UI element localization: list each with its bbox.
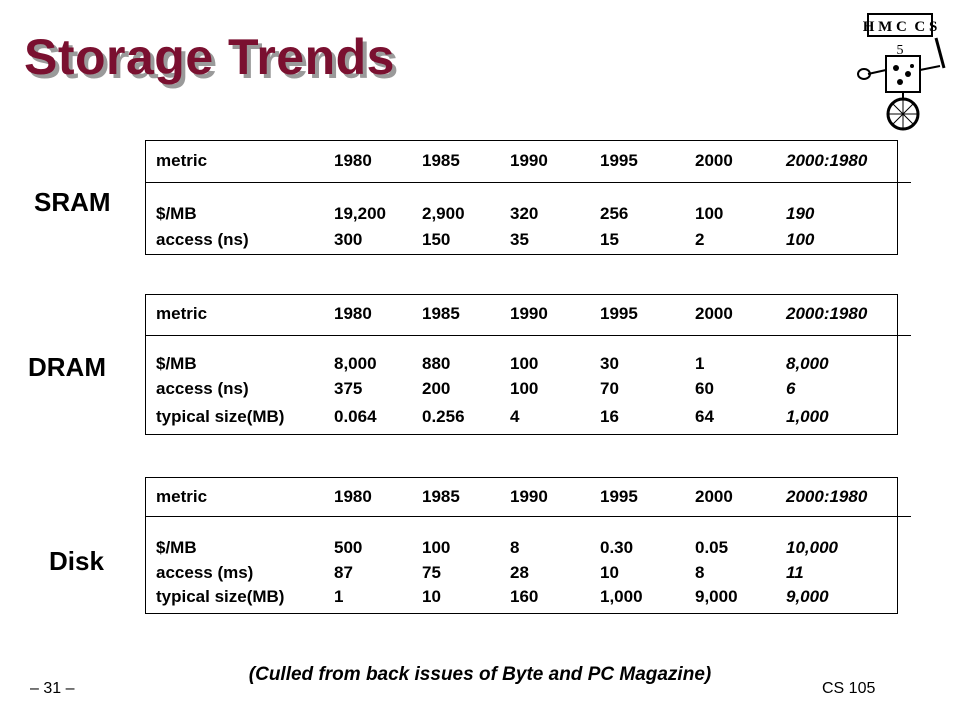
table-cell: 10: [422, 587, 441, 606]
table-cell: 100: [510, 379, 539, 398]
table-cell: 60: [695, 379, 714, 398]
table-cell: 15: [600, 230, 619, 249]
header-cell: 1990: [510, 151, 548, 170]
table-cell: 8,000: [786, 354, 829, 373]
disk-label: Disk: [49, 546, 104, 576]
table-cell: access (ns): [156, 379, 249, 398]
table-cell: 87: [334, 563, 353, 582]
sram-label: SRAM: [34, 187, 111, 217]
header-cell: 2000:1980: [786, 304, 868, 323]
slide-title: Storage Trends: [24, 29, 395, 85]
table-cell: 9,000: [786, 587, 829, 606]
table-cell: 500: [334, 538, 363, 557]
table-cell: typical size(MB): [156, 407, 285, 426]
table-cell: 1: [695, 354, 705, 373]
table-cell: 0.05: [695, 538, 729, 557]
source-caption: (Culled from back issues of Byte and PC …: [248, 664, 712, 685]
table-cell: 30: [600, 354, 619, 373]
table-cell: 2,900: [422, 204, 465, 223]
header-divider: [146, 516, 911, 517]
table-cell: 8: [695, 563, 705, 582]
table-cell: 10,000: [786, 538, 838, 557]
table-cell: access (ms): [156, 563, 254, 582]
table-cell: 10: [600, 563, 619, 582]
table-cell: 6: [786, 379, 796, 398]
table-cell: 0.30: [600, 538, 634, 557]
header-cell: 1980: [334, 487, 372, 506]
table-cell: 70: [600, 379, 619, 398]
table-cell: 16: [600, 407, 619, 426]
table-cell: access (ns): [156, 230, 249, 249]
header-cell: metric: [156, 304, 208, 323]
header-cell: 1985: [422, 487, 460, 506]
table-cell: 100: [422, 538, 451, 557]
header-cell: 1990: [510, 487, 548, 506]
table-cell: 190: [786, 204, 815, 223]
table-cell: 0.064: [334, 407, 377, 426]
table-cell: 19,200: [334, 204, 386, 223]
table-cell: 8: [510, 538, 520, 557]
disk-table: metric 1980 1985 1990 1995 2000 2000:198…: [145, 477, 911, 614]
table-cell: 880: [422, 354, 451, 373]
table-cell: 1,000: [600, 587, 643, 606]
table-cell: 150: [422, 230, 451, 249]
svg-text:5: 5: [897, 43, 904, 58]
header-cell: 1985: [422, 304, 460, 323]
table-cell: 28: [510, 563, 529, 582]
header-cell: 1980: [334, 151, 372, 170]
header-cell: 1995: [600, 151, 638, 170]
header-divider: [146, 182, 911, 183]
header-cell: 1990: [510, 304, 548, 323]
header-cell: metric: [156, 487, 208, 506]
header-cell: 2000: [695, 304, 733, 323]
table-cell: 100: [695, 204, 724, 223]
header-cell: 2000: [695, 151, 733, 170]
svg-text:H M C C S: H M C C S: [863, 19, 938, 35]
header-cell: 1995: [600, 487, 638, 506]
table-cell: 375: [334, 379, 363, 398]
table-cell: 320: [510, 204, 539, 223]
header-divider: [146, 335, 911, 336]
table-cell: 1: [334, 587, 344, 606]
table-cell: 64: [695, 407, 714, 426]
table-cell: 160: [510, 587, 539, 606]
header-cell: 1980: [334, 304, 372, 323]
table-cell: 9,000: [695, 587, 738, 606]
dram-table: metric 1980 1985 1990 1995 2000 2000:198…: [145, 294, 911, 435]
sram-table: metric 1980 1985 1990 1995 2000 2000:198…: [145, 140, 911, 255]
header-cell: 2000:1980: [786, 151, 868, 170]
table-cell: $/MB: [156, 354, 197, 373]
header-cell: 2000: [695, 487, 733, 506]
table-cell: 2: [695, 230, 705, 249]
table-cell: 8,000: [334, 354, 377, 373]
table-cell: $/MB: [156, 538, 197, 557]
header-cell: 2000:1980: [786, 487, 868, 506]
table-cell: 75: [422, 563, 441, 582]
table-cell: typical size(MB): [156, 587, 285, 606]
table-cell: 4: [510, 407, 520, 426]
page-number: – 31 –: [30, 680, 75, 697]
table-cell: 200: [422, 379, 451, 398]
table-cell: 100: [510, 354, 539, 373]
table-cell: $/MB: [156, 204, 197, 223]
course-label: CS 105: [822, 680, 876, 697]
table-cell: 1,000: [786, 407, 829, 426]
table-cell: 300: [334, 230, 363, 249]
table-cell: 11: [786, 563, 804, 582]
table-cell: 100: [786, 230, 815, 249]
header-cell: 1995: [600, 304, 638, 323]
dram-label: DRAM: [28, 352, 106, 382]
table-cell: 35: [510, 230, 529, 249]
table-cell: 0.256: [422, 407, 465, 426]
hmc-cs-logo: H M C C S 5: [857, 13, 946, 131]
header-cell: metric: [156, 151, 208, 170]
table-cell: 256: [600, 204, 629, 223]
header-cell: 1985: [422, 151, 460, 170]
